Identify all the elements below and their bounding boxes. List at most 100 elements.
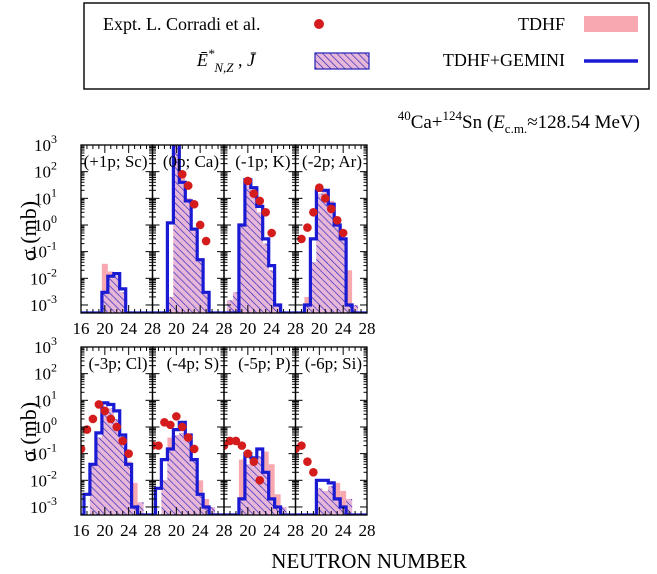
tdhf-bar [274, 494, 281, 515]
tdhf-bar [131, 482, 138, 515]
hatch-bar [346, 304, 353, 313]
y-tick-label: 10-1 [30, 239, 57, 262]
x-tick-label: 28 [287, 521, 304, 540]
hatch-bar [197, 494, 204, 515]
expt-point [201, 236, 211, 246]
hatch-bar [304, 304, 311, 313]
plot-area [152, 145, 224, 313]
hatch-bar [256, 456, 263, 515]
hatch-bar [274, 506, 281, 515]
y-tick-label: 103 [34, 132, 57, 155]
gemini-step-line [81, 272, 153, 313]
hatch-bar [107, 276, 114, 313]
expt-point [255, 476, 265, 485]
panel-3: (-1p; K) 20 24 28 [223, 144, 304, 338]
expt-point [195, 220, 205, 230]
hatch-bar [161, 480, 168, 515]
hatch-bar [119, 292, 126, 313]
panel-5: (-3p; Cl) 10-3 10-2 10-1 100 101 102 103 16 20 24 2… [30, 334, 161, 540]
x-tick-label: 20 [96, 319, 113, 338]
hatch-bar [131, 506, 138, 515]
hatch-bar [244, 464, 251, 515]
x-tick-label: 20 [168, 521, 185, 540]
legend-box [83, 2, 650, 90]
x-tick-label: 28 [144, 521, 161, 540]
hatch-bar [137, 502, 144, 515]
expt-point [166, 420, 175, 430]
hatch-bar [209, 506, 216, 515]
hatch-bar [101, 406, 108, 515]
expt-point [303, 457, 312, 466]
plot-area [152, 412, 224, 515]
hatch-bar [203, 506, 210, 515]
panel-label: (-4p; S) [167, 354, 219, 373]
plot-area [224, 436, 296, 515]
y-tick-label: 10-2 [30, 467, 57, 490]
panel-label: (-3p; Cl) [88, 354, 147, 373]
hatch-bar [334, 224, 341, 313]
tdhf-bar [268, 464, 275, 515]
x-tick-label: 24 [192, 319, 210, 338]
expt-point [261, 207, 271, 217]
hatch-bar [95, 437, 102, 515]
hatch-bar [274, 304, 281, 313]
legend-tdhf-swatch [584, 16, 638, 32]
hatch-bar [280, 506, 287, 515]
expt-point [112, 422, 122, 432]
tdhf-bar [238, 459, 245, 515]
expt-point [124, 449, 133, 458]
x-tick-label: 20 [239, 319, 256, 338]
expt-point [326, 204, 336, 214]
hatch-bar [328, 204, 335, 313]
hatch-bar [113, 276, 120, 313]
tdhf-bar [346, 270, 353, 313]
hatch-bar [173, 435, 180, 515]
gemini-step-line [224, 447, 296, 515]
hatch-bar [322, 490, 329, 515]
panel-2: (0p; Ca) 20 24 28 [151, 144, 233, 338]
panel-label: (+1p; Sc) [84, 152, 148, 171]
hatch-bar [328, 486, 335, 515]
expt-point [88, 414, 98, 424]
expt-point [189, 199, 199, 209]
gemini-step-line [295, 478, 367, 515]
y-tick-label: 100 [34, 414, 57, 437]
expt-point [177, 422, 187, 432]
hatch-bar [167, 448, 174, 515]
expt-point [183, 181, 193, 190]
panel-label: (-5p; P) [238, 354, 290, 373]
expt-point [315, 183, 324, 193]
x-tick-label: 24 [335, 521, 353, 540]
gemini-step-line [152, 420, 224, 515]
panel-label: (-6p; Si) [305, 354, 362, 373]
panel-8: (-6p; Si) 20 24 28 [294, 346, 376, 540]
legend-gemini-label: TDHF+GEMINI [443, 50, 565, 70]
reaction-title: 40Ca+124Sn (Ec.m.≈128.54 MeV) [398, 108, 640, 136]
expt-point [320, 194, 330, 203]
plot-area [81, 400, 153, 515]
x-tick-label: 24 [192, 521, 210, 540]
hatch-bar [316, 193, 323, 313]
hatch-bar [310, 262, 317, 313]
expt-point [297, 234, 306, 244]
y-tick-label: 101 [34, 185, 57, 208]
y-tick-label: 101 [34, 387, 57, 410]
hatch-bar [238, 224, 245, 313]
expt-point [94, 400, 104, 409]
expt-point [100, 406, 110, 416]
panel-4: (-2p; Ar) 20 24 28 [294, 144, 376, 338]
x-axis-title: NEUTRON NUMBER [271, 549, 466, 573]
x-tick-label: 28 [359, 521, 376, 540]
panel-label: (-1p; K) [235, 152, 290, 171]
y-axis-title-bottom: σ (mb) [16, 402, 41, 462]
gemini-step-line [152, 145, 224, 313]
expt-point [249, 457, 259, 466]
expt-point [189, 444, 199, 454]
x-tick-label: 28 [216, 521, 233, 540]
plot-area [81, 263, 153, 313]
expt-point [309, 207, 318, 217]
hatch-bar [101, 292, 108, 313]
expt-point [225, 436, 235, 446]
hatch-bar [173, 145, 180, 313]
